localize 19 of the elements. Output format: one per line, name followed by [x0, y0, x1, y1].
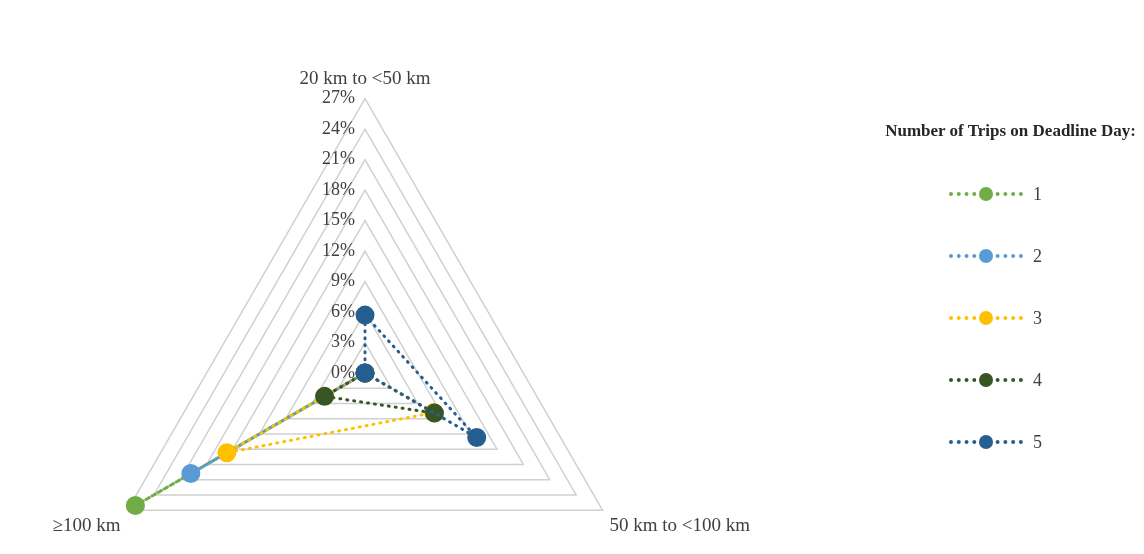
spoke-label: 20 km to <50 km: [299, 67, 431, 89]
y-tick-label: 12%: [322, 239, 355, 260]
spoke-label: 50 km to <100 km: [609, 513, 751, 535]
y-tick-label: 6%: [331, 300, 355, 321]
spoke-label: ≥100 km: [52, 513, 121, 535]
y-tick-label: 18%: [322, 178, 355, 199]
y-tick-label: 15%: [322, 209, 355, 230]
y-tick-label: 24%: [322, 117, 355, 138]
legend-label: 2: [1033, 245, 1043, 267]
y-tick-label: 0%: [331, 361, 355, 382]
legend-label: 1: [1033, 183, 1043, 205]
y-tick-label: 3%: [331, 331, 355, 352]
legend-title: Number of Trips on Deadline Day:: [885, 121, 1136, 141]
y-tick-label: 21%: [322, 148, 355, 169]
y-tick-label: 27%: [322, 87, 355, 108]
legend-label: 5: [1033, 431, 1043, 453]
y-tick-label: 9%: [331, 270, 355, 291]
legend-label: 4: [1033, 369, 1043, 391]
legend-label: 3: [1033, 307, 1043, 329]
